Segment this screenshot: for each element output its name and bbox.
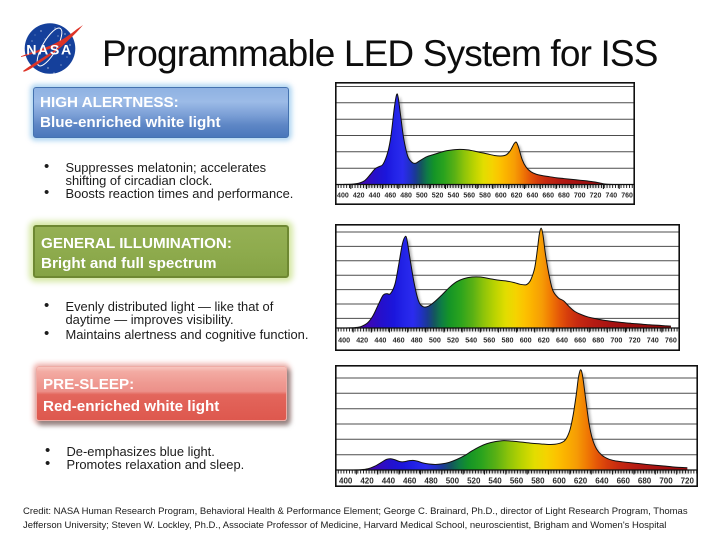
svg-text:400: 400 (339, 477, 353, 486)
svg-text:700: 700 (574, 193, 586, 200)
svg-text:500: 500 (446, 477, 460, 486)
svg-text:660: 660 (574, 336, 586, 345)
svg-text:460: 460 (384, 193, 396, 200)
svg-text:600: 600 (520, 336, 532, 345)
svg-text:680: 680 (558, 193, 570, 200)
svg-text:440: 440 (374, 336, 386, 345)
svg-text:760: 760 (621, 193, 633, 200)
svg-text:540: 540 (465, 336, 477, 345)
svg-text:520: 520 (447, 336, 459, 345)
svg-text:640: 640 (595, 477, 609, 486)
svg-text:720: 720 (681, 477, 695, 486)
svg-text:640: 640 (556, 336, 568, 345)
svg-text:400: 400 (338, 336, 350, 345)
svg-text:540: 540 (448, 193, 460, 200)
svg-text:740: 740 (647, 336, 659, 345)
svg-text:600: 600 (553, 477, 567, 486)
svg-text:700: 700 (610, 336, 622, 345)
svg-text:580: 580 (531, 477, 545, 486)
svg-text:460: 460 (403, 477, 417, 486)
svg-text:700: 700 (659, 477, 673, 486)
svg-text:480: 480 (424, 477, 438, 486)
svg-text:740: 740 (605, 193, 617, 200)
svg-text:720: 720 (590, 193, 602, 200)
svg-text:720: 720 (629, 336, 641, 345)
svg-text:640: 640 (527, 193, 539, 200)
svg-text:680: 680 (638, 477, 652, 486)
svg-text:500: 500 (429, 336, 441, 345)
svg-text:420: 420 (356, 336, 368, 345)
svg-text:620: 620 (574, 477, 588, 486)
svg-text:580: 580 (502, 336, 514, 345)
svg-text:560: 560 (483, 336, 495, 345)
svg-text:440: 440 (369, 193, 381, 200)
svg-text:540: 540 (488, 477, 502, 486)
svg-text:NASA: NASA (26, 43, 73, 59)
svg-text:660: 660 (542, 193, 554, 200)
svg-text:600: 600 (495, 193, 507, 200)
svg-text:520: 520 (432, 193, 444, 200)
svg-text:440: 440 (382, 477, 396, 486)
svg-text:660: 660 (617, 477, 631, 486)
svg-text:620: 620 (538, 336, 550, 345)
svg-text:480: 480 (411, 336, 423, 345)
svg-text:580: 580 (479, 193, 491, 200)
svg-text:680: 680 (592, 336, 604, 345)
svg-text:480: 480 (400, 193, 412, 200)
svg-text:400: 400 (337, 193, 349, 200)
svg-text:620: 620 (511, 193, 523, 200)
svg-text:500: 500 (416, 193, 428, 200)
svg-text:560: 560 (510, 477, 524, 486)
svg-text:420: 420 (360, 477, 374, 486)
svg-text:460: 460 (393, 336, 405, 345)
svg-text:760: 760 (665, 336, 677, 345)
svg-text:420: 420 (353, 193, 365, 200)
svg-text:560: 560 (463, 193, 475, 200)
svg-text:520: 520 (467, 477, 481, 486)
